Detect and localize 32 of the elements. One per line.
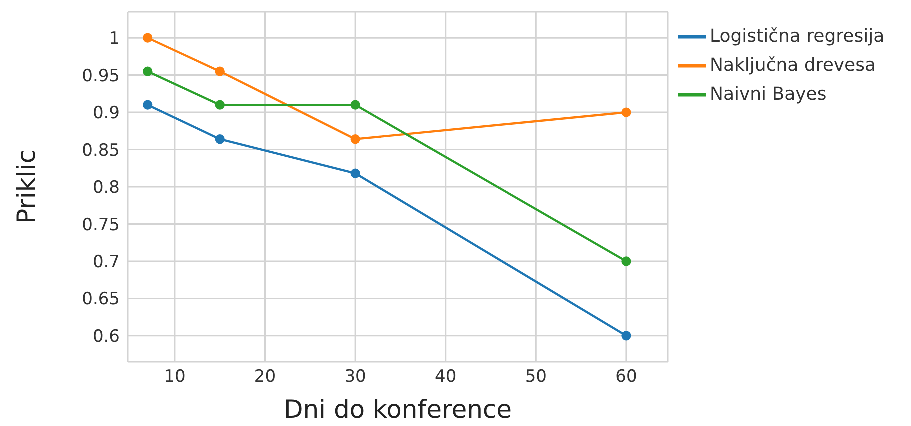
legend-label: Logistična regresija — [710, 26, 885, 47]
point — [143, 100, 153, 110]
point — [622, 108, 632, 118]
point — [143, 33, 153, 43]
y-tick-label: 0.85 — [82, 140, 120, 161]
point — [215, 134, 225, 144]
point — [350, 100, 360, 110]
x-tick-label: 60 — [616, 367, 638, 388]
legend-label: Naivni Bayes — [710, 84, 827, 106]
point — [622, 256, 632, 266]
y-tick-label: 0.7 — [92, 252, 120, 273]
x-tick-label: 10 — [164, 367, 186, 388]
x-axis-title: Dni do konference — [284, 395, 512, 424]
x-tick-label: 50 — [525, 367, 547, 388]
y-axis-title: Priklic — [12, 150, 41, 224]
y-tick-label: 0.75 — [82, 215, 120, 236]
point — [215, 66, 225, 76]
point — [143, 66, 153, 76]
y-tick-label: 1 — [109, 29, 120, 50]
y-tick-label: 0.8 — [92, 178, 120, 198]
point — [350, 168, 360, 178]
x-tick-label: 30 — [344, 367, 366, 388]
point — [215, 100, 225, 110]
y-tick-label: 0.9 — [92, 104, 120, 124]
legend-label: Naključna drevesa — [710, 55, 876, 76]
x-tick-label: 40 — [435, 367, 457, 388]
y-tick-label: 0.95 — [82, 66, 120, 86]
y-tick-label: 0.6 — [92, 326, 120, 347]
point — [622, 331, 632, 341]
y-tick-label: 0.65 — [82, 290, 120, 310]
x-tick-label: 20 — [254, 367, 276, 388]
point — [350, 134, 360, 144]
